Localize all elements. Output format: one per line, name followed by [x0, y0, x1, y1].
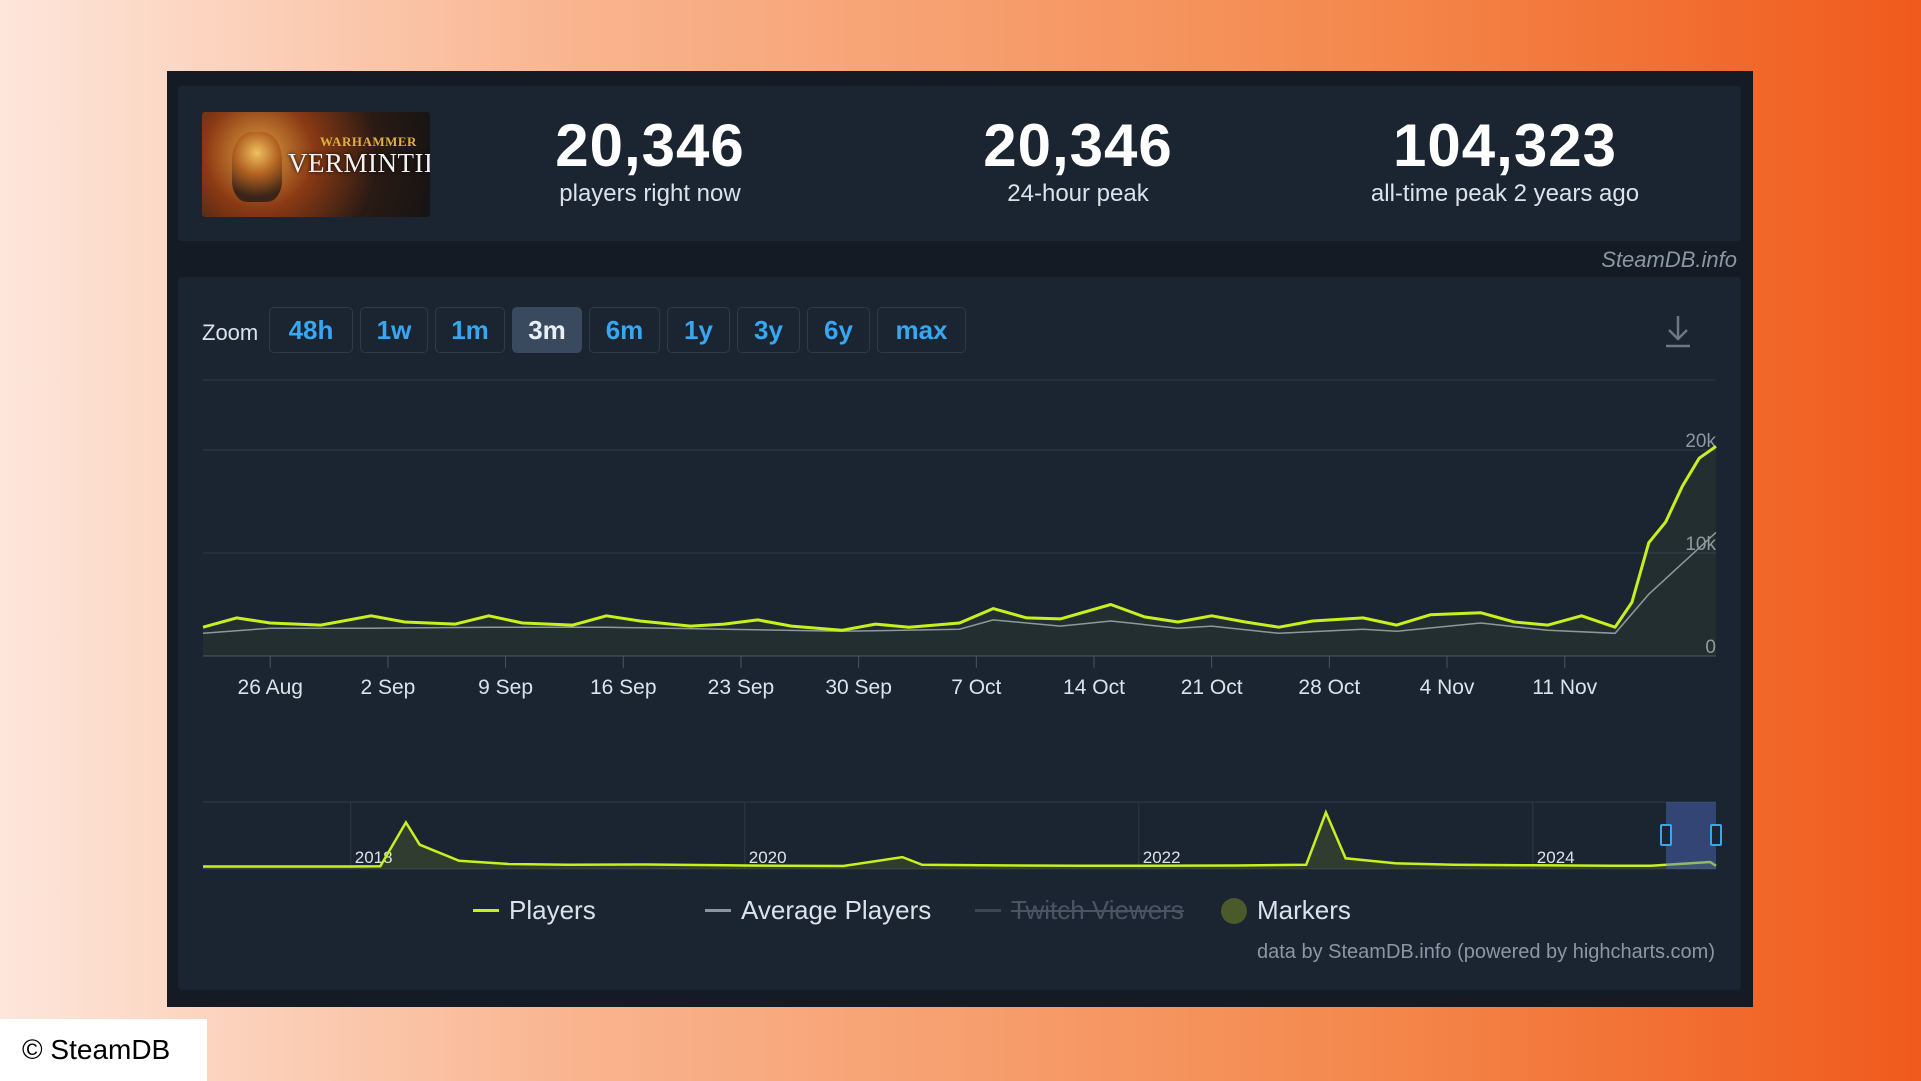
stat-players-now: 20,346 players right now	[485, 114, 815, 208]
stat-24h-peak: 20,346 24-hour peak	[913, 114, 1243, 208]
navigator-year-label: 2022	[1143, 848, 1181, 867]
x-tick-label: 11 Nov	[1532, 676, 1597, 699]
navigator-line	[203, 809, 1717, 868]
legend-twitch[interactable]: Twitch Viewers	[975, 895, 1184, 926]
x-tick-label: 16 Sep	[590, 676, 657, 699]
zoom-button-3m[interactable]: 3m	[512, 307, 582, 353]
zoom-button-1y[interactable]: 1y	[667, 307, 730, 353]
stat-all-time-peak: 104,323 all-time peak 2 years ago	[1340, 114, 1670, 208]
zoom-button-1m[interactable]: 1m	[435, 307, 505, 353]
zoom-button-6m[interactable]: 6m	[589, 307, 660, 353]
legend-players[interactable]: Players	[473, 895, 596, 926]
stat-value: 104,323	[1393, 112, 1617, 179]
legend-average-swatch	[705, 909, 731, 912]
x-tick-label: 7 Oct	[951, 676, 1001, 699]
x-tick-label: 26 Aug	[238, 676, 303, 699]
y-tick-label: 0	[1705, 637, 1716, 658]
zoom-button-3y[interactable]: 3y	[737, 307, 800, 353]
stat-label: all-time peak 2 years ago	[1370, 180, 1640, 207]
stats-panel: WARHAMMER VERMINTIDE 20,346 players righ…	[178, 86, 1741, 241]
x-tick-label: 21 Oct	[1181, 676, 1243, 699]
steamdb-widget: WARHAMMER VERMINTIDE 20,346 players righ…	[167, 71, 1753, 1007]
x-tick-label: 4 Nov	[1420, 676, 1475, 699]
stat-value: 20,346	[555, 112, 745, 179]
zoom-button-1w[interactable]: 1w	[360, 307, 428, 353]
legend-average[interactable]: Average Players	[705, 895, 931, 926]
legend-players-swatch	[473, 909, 499, 912]
download-icon[interactable]	[1663, 312, 1693, 350]
game-art-figure	[232, 132, 282, 202]
x-tick-label: 14 Oct	[1063, 676, 1125, 699]
players-area	[203, 446, 1716, 656]
zoom-button-max[interactable]: max	[877, 307, 966, 353]
zoom-button-6y[interactable]: 6y	[807, 307, 870, 353]
average-players-line	[202, 531, 1717, 635]
legend-markers[interactable]: Markers	[1221, 895, 1351, 926]
legend-markers-label: Markers	[1257, 895, 1351, 925]
legend-twitch-swatch	[975, 909, 1001, 912]
chart-legend: Players Average Players Twitch Viewers M…	[178, 895, 1741, 935]
copyright-notice: © SteamDB	[0, 1019, 207, 1081]
navigator-selection	[1666, 802, 1716, 869]
x-tick-label: 2 Sep	[360, 676, 415, 699]
x-tick-label: 30 Sep	[825, 676, 892, 699]
legend-twitch-label: Twitch Viewers	[1011, 895, 1184, 925]
navigator-handle-right	[1710, 824, 1722, 846]
data-credit[interactable]: data by SteamDB.info (powered by highcha…	[1257, 941, 1715, 963]
navigator-year-label: 2018	[355, 848, 393, 867]
y-tick-label: 20k	[1685, 431, 1716, 452]
x-tick-label: 23 Sep	[708, 676, 775, 699]
x-tick-label: 28 Oct	[1298, 676, 1360, 699]
legend-markers-dot	[1221, 897, 1247, 924]
navigator-handle-left	[1660, 824, 1672, 846]
steamdb-credit[interactable]: SteamDB.info	[1601, 247, 1737, 272]
game-art-title: VERMINTIDE	[288, 148, 430, 178]
zoom-label: Zoom	[202, 320, 259, 345]
navigator-year-label: 2024	[1537, 848, 1575, 867]
game-art-subtitle: WARHAMMER	[320, 134, 417, 149]
game-cover-image[interactable]: WARHAMMER VERMINTIDE	[202, 112, 430, 217]
zoom-button-48h[interactable]: 48h	[269, 307, 353, 353]
players-line	[202, 445, 1717, 632]
stat-label: players right now	[559, 180, 741, 207]
stat-label: 24-hour peak	[1007, 180, 1149, 207]
legend-players-label: Players	[509, 895, 596, 925]
navigator-area	[203, 812, 1716, 869]
legend-average-label: Average Players	[741, 895, 932, 925]
navigator-year-label: 2020	[749, 848, 787, 867]
x-tick-label: 9 Sep	[478, 676, 533, 699]
stat-value: 20,346	[983, 112, 1173, 179]
